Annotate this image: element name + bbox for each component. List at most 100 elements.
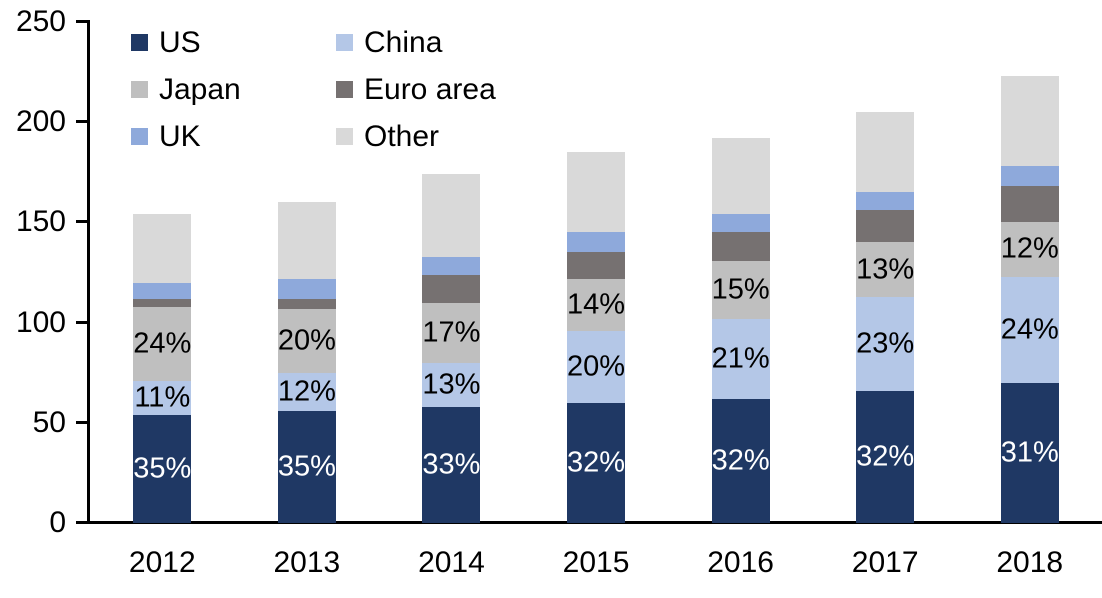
us-segment: 31% <box>1000 382 1059 523</box>
other-segment <box>1000 76 1059 167</box>
legend-swatch-other <box>336 128 353 145</box>
china-segment: 13% <box>422 362 481 407</box>
stacked-bar-2014: 33% 13% 17% <box>422 174 480 523</box>
uk-segment <box>856 192 915 211</box>
stacked-bar-2017: 32% 23% 13% <box>856 112 914 523</box>
us-segment: 32% <box>856 390 915 523</box>
other-segment <box>133 214 192 283</box>
legend-item-uk: UK <box>131 113 336 160</box>
china-percent-label: 13% <box>422 368 481 401</box>
uk-segment <box>1000 166 1059 187</box>
china-segment: 23% <box>856 296 914 391</box>
legend-item-euro-area: Euro area <box>336 66 496 113</box>
us-percent-label: 33% <box>422 448 481 481</box>
euro-area-segment <box>1000 186 1059 223</box>
bar-slot-2018: 31% 24% 12% <box>957 22 1102 523</box>
stacked-bar-2013: 35% 12% 20% <box>278 202 336 523</box>
china-percent-label: 20% <box>566 350 626 383</box>
china-percent-label: 21% <box>711 342 770 375</box>
x-axis-label-2016: 2016 <box>707 546 774 579</box>
us-percent-label: 32% <box>566 446 626 479</box>
japan-percent-label: 24% <box>133 327 192 360</box>
japan-percent-label: 13% <box>856 253 915 286</box>
bar-slot-2015: 32% 20% 14% <box>524 22 669 523</box>
y-tick-label: 250 <box>15 5 66 38</box>
us-percent-label: 31% <box>1000 436 1059 469</box>
china-segment: 11% <box>133 380 192 415</box>
euro-area-segment <box>567 252 626 279</box>
other-segment <box>711 138 770 215</box>
x-axis-label-2015: 2015 <box>562 546 630 579</box>
y-tick-mark <box>76 220 88 224</box>
japan-segment: 14% <box>567 278 625 331</box>
us-segment: 35% <box>278 410 336 523</box>
stacked-bar-2016: 32% 21% 15% <box>712 138 770 523</box>
legend-label: Japan <box>159 72 241 106</box>
legend-item-us: US <box>131 19 336 66</box>
stacked-bar-2015: 32% 20% 14% <box>567 152 625 523</box>
other-segment <box>422 174 481 257</box>
us-percent-label: 35% <box>133 452 192 485</box>
legend-swatch-japan <box>131 81 148 98</box>
x-axis-label-2013: 2013 <box>273 546 341 579</box>
us-percent-label: 32% <box>856 440 915 473</box>
japan-percent-label: 20% <box>277 324 336 357</box>
stacked-bar-2012: 35% 11% 24% <box>133 214 191 523</box>
chart-legend: US China Japan Euro area UK Other <box>131 19 496 160</box>
x-axis-label-2014: 2014 <box>418 546 485 579</box>
china-segment: 24% <box>1001 276 1059 383</box>
x-axis-labels: 2012 2013 2014 2015 2016 2017 2018 <box>90 546 1102 580</box>
us-segment: 32% <box>711 398 770 523</box>
legend-swatch-us <box>131 34 148 51</box>
y-axis-line <box>87 20 90 523</box>
us-segment: 33% <box>422 406 481 523</box>
euro-area-segment <box>133 298 192 307</box>
legend-label: US <box>159 25 201 59</box>
other-segment <box>567 152 626 233</box>
japan-segment: 24% <box>133 306 192 381</box>
china-percent-label: 12% <box>277 375 336 408</box>
euro-area-segment <box>711 232 770 261</box>
china-segment: 21% <box>711 318 770 399</box>
x-axis-label-2017: 2017 <box>851 546 919 579</box>
euro-area-segment <box>856 210 915 243</box>
legend-swatch-euro-area <box>336 81 353 98</box>
y-tick-label: 150 <box>15 205 66 239</box>
y-tick-label: 200 <box>15 105 66 139</box>
stacked-bar-2018: 31% 24% 12% <box>1001 76 1059 523</box>
legend-item-china: China <box>336 19 496 66</box>
legend-label: Other <box>364 119 440 153</box>
uk-segment <box>133 282 192 299</box>
y-tick-mark <box>76 120 88 124</box>
y-tick-mark <box>76 320 88 324</box>
japan-percent-label: 12% <box>1000 232 1059 265</box>
us-percent-label: 32% <box>711 444 770 477</box>
y-tick-mark <box>76 420 88 424</box>
other-segment <box>856 112 915 193</box>
us-segment: 35% <box>133 414 192 523</box>
uk-segment <box>567 232 626 253</box>
legend-item-other: Other <box>336 113 496 160</box>
china-segment: 12% <box>277 372 336 411</box>
china-segment: 20% <box>566 330 626 403</box>
legend-swatch-china <box>336 34 353 51</box>
japan-segment: 20% <box>277 308 336 373</box>
x-axis-label-2018: 2018 <box>996 546 1064 579</box>
bar-slot-2017: 32% 23% 13% <box>813 22 958 523</box>
y-tick-label: 0 <box>49 506 66 539</box>
y-tick-label: 50 <box>32 405 66 439</box>
legend-label: UK <box>159 119 201 153</box>
uk-segment <box>277 278 336 299</box>
japan-percent-label: 17% <box>422 316 481 349</box>
japan-segment: 15% <box>711 260 770 319</box>
japan-segment: 12% <box>1000 222 1059 277</box>
china-percent-label: 11% <box>134 381 191 414</box>
legend-item-japan: Japan <box>131 66 336 113</box>
euro-area-segment <box>277 298 336 309</box>
legend-swatch-uk <box>131 128 148 145</box>
uk-segment <box>422 256 481 275</box>
japan-percent-label: 15% <box>711 273 770 306</box>
other-segment <box>277 202 336 279</box>
uk-segment <box>711 214 770 233</box>
